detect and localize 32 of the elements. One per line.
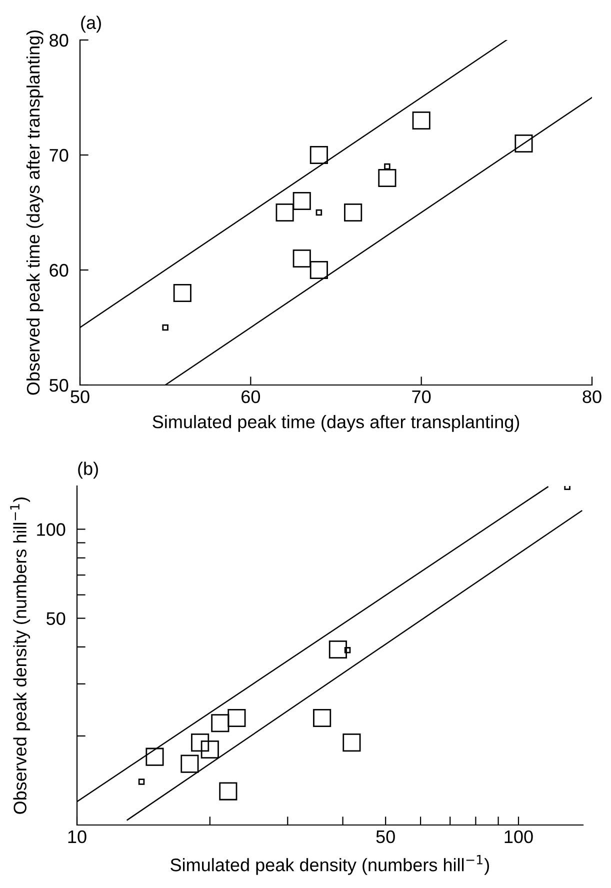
point [173, 284, 192, 302]
point [276, 203, 294, 222]
x-tick-label: 70 [412, 390, 431, 404]
x-tick-label: 50 [70, 390, 90, 404]
y-tick-label: 80 [50, 34, 68, 47]
y-tick-label: 100 [37, 523, 66, 536]
x-tick-label: 100 [504, 830, 533, 844]
point [412, 111, 430, 130]
point [384, 163, 390, 170]
point [316, 209, 322, 216]
x-tick-label: 50 [376, 830, 395, 844]
y-tick-label: 50 [50, 378, 68, 392]
point [310, 260, 328, 280]
x-tick-label: 80 [582, 390, 602, 404]
point [378, 168, 396, 188]
chart-title: (a) [81, 16, 101, 33]
y-tick-label: 70 [50, 148, 68, 162]
point [162, 324, 168, 331]
y-axis-title: Observed peak time (days after transplanting) [26, 30, 44, 395]
y-tick-label: 50 [46, 612, 66, 625]
point [344, 203, 362, 222]
x-tick-label: 60 [242, 390, 260, 404]
point [310, 146, 328, 164]
x-tick-label: 10 [68, 830, 86, 844]
point [292, 249, 311, 268]
point [292, 192, 311, 210]
y-axis-title: Observed peak density (numbers hill$^{−1}$) [10, 498, 30, 814]
chart-title: (b) [78, 462, 98, 479]
x-axis-title: Simulated peak density (numbers hill$^{−1}$) [170, 855, 489, 875]
point [514, 134, 533, 153]
x-axis-title: Simulated peak time (days after transplanting) [152, 415, 520, 432]
y-tick-label: 60 [50, 264, 68, 277]
